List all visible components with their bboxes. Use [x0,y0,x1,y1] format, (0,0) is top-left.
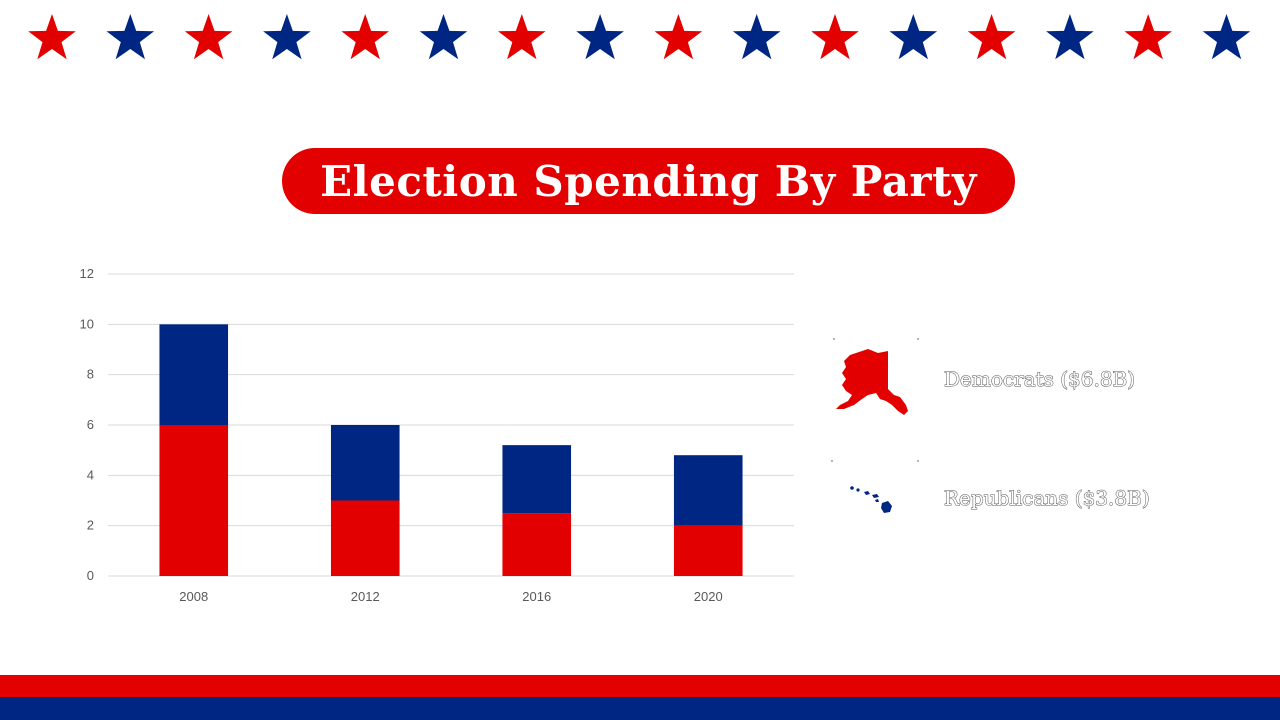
star-icon [419,14,468,60]
x-tick-label: 2012 [351,589,380,604]
star-icon [106,14,155,60]
bar-2012-series-2 [330,425,400,501]
bottom-stripe-red [0,675,1280,697]
bar-2020-series-2 [673,455,743,526]
bottom-stripe-blue [0,697,1280,720]
legend-item-republicans: Republicans ($3.8B) [828,455,1268,545]
star-icon [498,14,546,60]
star-icon [28,14,76,60]
page-title: Election Spending By Party [320,156,977,206]
bar-2016-series-1 [502,513,572,576]
star-icon [1046,14,1094,60]
star-border [28,14,1251,60]
y-tick-label: 10 [80,316,94,331]
y-tick-label: 4 [87,467,94,482]
x-tick-label: 2020 [694,589,723,604]
star-icon [1124,14,1172,60]
star-icon [1202,14,1251,60]
star-icon [654,14,703,60]
y-tick-label: 2 [87,518,94,533]
title-banner: Election Spending By Party [282,148,1015,214]
star-icon [263,14,311,60]
hawaii-map-icon [831,460,919,513]
stacked-bar-chart: 0 2 4 6 8 10 12 2008 2012 2016 2020 [80,266,794,604]
star-icon [576,14,624,60]
legend-item-democrats: Democrats ($6.8B) [828,335,1268,425]
star-icon [811,14,859,60]
star-icon [184,14,233,60]
bar-2008-series-2 [159,324,229,425]
y-tick-label: 6 [87,417,94,432]
legend-label-democrats: Democrats ($6.8B) [943,367,1136,392]
bar-2012-series-1 [330,500,400,576]
bar-2008-series-1 [159,425,229,576]
y-tick-label: 0 [87,568,94,583]
alaska-map-icon [833,338,919,415]
x-tick-label: 2008 [179,589,208,604]
star-icon [341,14,389,60]
star-icon [967,14,1016,60]
legend-label-republicans: Republicans ($3.8B) [944,486,1151,511]
star-icon [732,14,781,60]
x-tick-label: 2016 [522,589,551,604]
bar-2016-series-2 [502,445,572,514]
star-icon [889,14,938,60]
bar-2020-series-1 [673,525,743,576]
y-tick-label: 12 [80,266,94,281]
y-tick-label: 8 [87,367,94,382]
